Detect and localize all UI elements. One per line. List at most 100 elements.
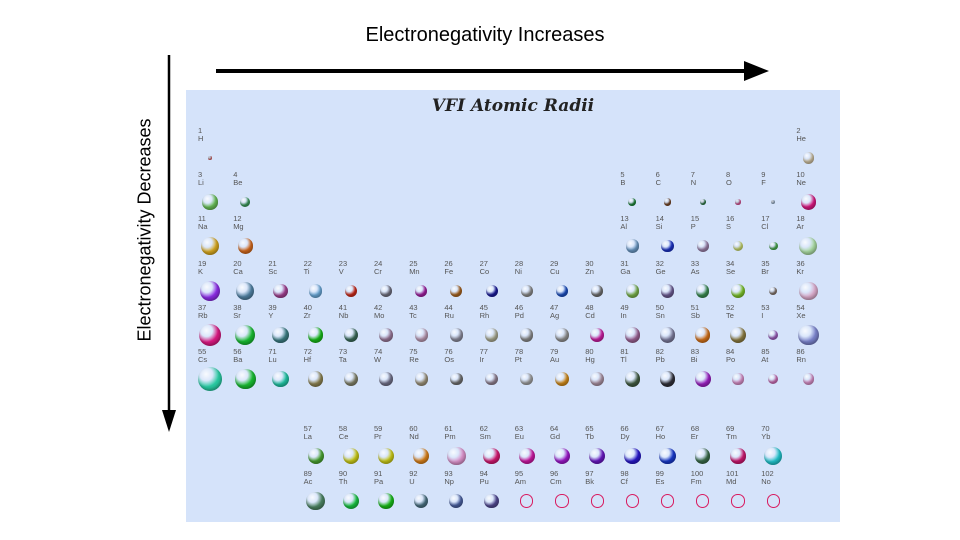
atom-sphere xyxy=(800,194,816,210)
atomic-number: 97 xyxy=(585,469,594,478)
atom-sphere xyxy=(414,328,428,342)
atom-sphere xyxy=(553,447,571,465)
element-in: 49 In xyxy=(615,304,649,352)
element-symbol: Pu xyxy=(479,477,489,486)
atom-sphere xyxy=(413,447,430,465)
atom-sphere xyxy=(625,494,639,508)
element-no: 102 No xyxy=(756,470,790,518)
element-at: 85 At xyxy=(756,348,790,396)
element-symbol: Rb xyxy=(198,311,208,320)
element-symbol: Ce xyxy=(338,432,349,441)
element-pb: 82 Pb xyxy=(651,348,685,396)
element-pd: 46 Pd xyxy=(510,304,544,352)
element-nb: 41 Nb xyxy=(334,304,368,352)
atom-sphere xyxy=(624,327,640,343)
element-symbol: Sm xyxy=(479,432,491,441)
element-u: 92 U xyxy=(404,470,438,518)
element-yb: 70 Yb xyxy=(756,425,790,473)
element-co: 27 Co xyxy=(475,260,509,308)
element-symbol: Es xyxy=(655,477,665,486)
atomic-number: 23 xyxy=(338,259,348,268)
element-rb: 37 Rb xyxy=(193,304,227,352)
atomic-number: 22 xyxy=(303,259,312,268)
atomic-number: 81 xyxy=(620,347,629,356)
atom-sphere xyxy=(236,281,255,301)
atomic-number: 90 xyxy=(338,469,348,478)
atomic-number: 10 xyxy=(796,170,805,179)
element-symbol: Np xyxy=(444,477,454,486)
element-symbol: Cd xyxy=(585,311,595,320)
element-si: 14 Si xyxy=(651,215,685,263)
atom-sphere xyxy=(485,328,499,342)
element-symbol: I xyxy=(761,311,764,320)
element-ag: 47 Ag xyxy=(545,304,579,352)
element-symbol: Eu xyxy=(514,432,524,441)
element-symbol: F xyxy=(761,178,766,187)
atomic-number: 40 xyxy=(303,303,312,312)
element-symbol: Rh xyxy=(479,311,490,320)
atom-sphere xyxy=(735,199,741,205)
atom-sphere xyxy=(273,283,288,299)
atom-sphere xyxy=(380,285,392,297)
atomic-number: 24 xyxy=(374,259,383,268)
atom-sphere xyxy=(307,448,324,464)
atomic-number: 74 xyxy=(374,347,383,356)
atom-sphere xyxy=(555,494,569,508)
element-symbol: O xyxy=(726,178,732,187)
atomic-number: 34 xyxy=(726,259,735,268)
atomic-number: 64 xyxy=(550,424,559,433)
element-symbol: At xyxy=(761,355,769,364)
atom-sphere xyxy=(696,240,709,252)
atomic-number: 49 xyxy=(620,303,629,312)
element-symbol: Md xyxy=(726,477,737,486)
atomic-number: 71 xyxy=(268,347,277,356)
element-ba: 56 Ba xyxy=(228,348,262,396)
element-hf: 72 Hf xyxy=(299,348,333,396)
element-sb: 51 Sb xyxy=(686,304,720,352)
atomic-number: 47 xyxy=(550,303,559,312)
atomic-number: 2 xyxy=(796,126,801,135)
atom-sphere xyxy=(659,447,676,465)
element-s: 16 S xyxy=(721,215,755,263)
atom-sphere xyxy=(450,372,463,386)
atomic-number: 68 xyxy=(690,424,700,433)
element-ce: 58 Ce xyxy=(334,425,368,473)
element-symbol: Tl xyxy=(620,355,627,364)
element-ni: 28 Ni xyxy=(510,260,544,308)
element-symbol: Co xyxy=(479,267,490,276)
atomic-number: 15 xyxy=(690,214,700,223)
element-er: 68 Er xyxy=(686,425,720,473)
atomic-number: 9 xyxy=(761,170,766,179)
element-xe: 54 Xe xyxy=(791,304,825,352)
element-au: 79 Au xyxy=(545,348,579,396)
element-symbol: S xyxy=(726,222,732,231)
atomic-number: 14 xyxy=(655,214,664,223)
element-kr: 36 Kr xyxy=(791,260,825,308)
element-gd: 64 Gd xyxy=(545,425,579,473)
atom-sphere xyxy=(484,493,499,509)
element-symbol: Nb xyxy=(338,311,349,320)
element-symbol: Ac xyxy=(303,477,313,486)
atomic-number: 80 xyxy=(585,347,594,356)
atomic-number: 70 xyxy=(761,424,770,433)
element-symbol: V xyxy=(338,267,344,276)
element-np: 93 Np xyxy=(439,470,473,518)
panel-title: VFI Atomic Radii xyxy=(431,96,595,116)
element-am: 95 Am xyxy=(510,470,544,518)
atomic-number: 12 xyxy=(233,214,242,223)
element-symbol: Pa xyxy=(374,477,384,486)
atom-sphere xyxy=(449,493,464,509)
atomic-number: 51 xyxy=(690,303,700,312)
element-i: 53 I xyxy=(756,304,790,352)
element-y: 39 Y xyxy=(263,304,297,352)
atomic-number: 45 xyxy=(479,303,488,312)
element-symbol: Po xyxy=(726,355,736,364)
atom-sphere xyxy=(628,198,637,206)
atom-sphere xyxy=(518,447,535,465)
element-ti: 22 Ti xyxy=(299,260,333,308)
element-symbol: Sn xyxy=(655,311,665,320)
element-re: 75 Re xyxy=(404,348,438,396)
atomic-number: 93 xyxy=(444,469,453,478)
